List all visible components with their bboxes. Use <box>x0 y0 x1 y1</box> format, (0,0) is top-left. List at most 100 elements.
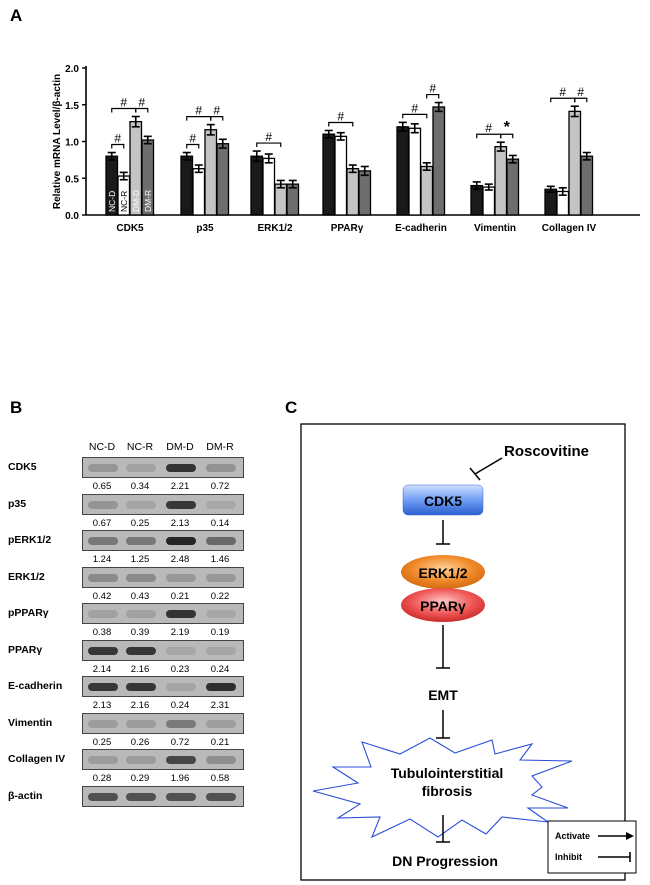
blot-quant-value: 0.26 <box>130 736 150 748</box>
bar-nc-r-4 <box>408 127 422 216</box>
cdk5-box <box>402 484 484 516</box>
blot-band-strip <box>82 712 244 734</box>
bar-nc-d-2 <box>250 155 264 216</box>
y-tick-label: 0.5 <box>65 174 79 185</box>
bar-nc-r-1 <box>192 168 206 216</box>
bar-nc-r-2 <box>262 157 276 216</box>
blot-quant-value: 0.24 <box>170 700 190 711</box>
blot-band <box>206 464 236 472</box>
category-label: CDK5 <box>116 223 144 234</box>
significance-mark: # <box>195 104 202 118</box>
significance-mark: # <box>485 121 492 135</box>
blot-band-strip <box>82 785 244 807</box>
blot-band <box>166 610 196 618</box>
category-label: E-cadherin <box>395 223 447 234</box>
y-tick-label: 1.5 <box>65 101 79 112</box>
category-label: ERK1/2 <box>257 223 292 234</box>
blot-quant-value: 0.39 <box>130 627 150 638</box>
bar-dm-d-4 <box>420 165 434 216</box>
bar-dm-r-1 <box>216 143 230 216</box>
legend-box <box>547 820 637 874</box>
blot-band <box>166 573 196 582</box>
blot-band-strip <box>82 603 244 624</box>
bar-dm-r-4 <box>432 106 446 216</box>
emt-inhibit-arrow <box>436 710 450 739</box>
blot-band <box>88 500 118 509</box>
blot-band <box>166 683 196 691</box>
blot-quant-value: 0.28 <box>92 773 112 784</box>
roscovitine-label: Roscovitine <box>504 443 589 460</box>
blot-band <box>88 683 118 691</box>
significance-mark: # <box>429 82 436 96</box>
lane-header-dm-r: DM-R <box>206 441 234 453</box>
bar-dm-d-3 <box>346 168 360 216</box>
blot-quant-value: 0.65 <box>92 481 112 492</box>
blot-quant-value: 0.58 <box>210 773 230 784</box>
blot-row-label: pERK1/2 <box>8 534 52 546</box>
bar-dm-r-2 <box>286 183 300 216</box>
blot-row-label: Vimentin <box>8 716 53 729</box>
blot-band <box>206 500 236 509</box>
significance-mark: # <box>189 132 196 146</box>
blot-quant-value: 0.25 <box>92 736 112 748</box>
blot-band <box>88 719 118 728</box>
erk-ellipse <box>401 555 485 589</box>
blot-band <box>206 537 236 545</box>
ppar-ellipse <box>401 588 485 622</box>
blot-quant-value: 0.14 <box>210 517 230 529</box>
blot-band <box>126 537 156 545</box>
legend-inhibit-label: Inhibit <box>555 852 582 862</box>
significance-mark: # <box>559 85 566 99</box>
bar-nc-r-5 <box>482 186 496 216</box>
blot-band <box>206 756 236 764</box>
y-tick-label: 0.0 <box>65 211 79 222</box>
blot-band <box>166 719 196 728</box>
blot-row-label: CDK5 <box>8 461 37 473</box>
blot-quant-value: 2.19 <box>170 627 190 638</box>
blot-quant-value: 0.42 <box>92 590 112 602</box>
blot-quant-value: 2.13 <box>92 700 112 711</box>
erk-label: ERK1/2 <box>418 565 467 581</box>
significance-mark: # <box>138 96 145 110</box>
significance-mark: # <box>265 130 272 144</box>
blot-band <box>206 646 236 655</box>
blot-quant-value: 0.38 <box>92 627 112 638</box>
legend-activate-arrowhead <box>626 832 634 840</box>
blot-quant-value: 0.29 <box>130 773 150 784</box>
bar-dm-d-6 <box>568 110 582 216</box>
blot-quant-value: 2.16 <box>130 663 150 675</box>
blot-quant-value: 0.34 <box>130 481 150 492</box>
cdk5-label: CDK5 <box>424 493 462 509</box>
blot-band <box>166 756 196 764</box>
blot-band-strip <box>82 676 244 697</box>
blot-band <box>126 683 156 691</box>
blot-row-label: E-cadherin <box>8 680 63 692</box>
lane-header-nc-d: NC-D <box>88 441 116 453</box>
legend-inhibit-arrow <box>598 852 631 862</box>
blot-band <box>88 646 118 655</box>
ppar-label: PPARγ <box>420 598 466 614</box>
blot-band-strip <box>82 493 244 515</box>
blot-band <box>166 792 196 801</box>
panel-a-label: A <box>10 6 23 25</box>
bar-dm-d-1 <box>204 129 218 216</box>
blot-band <box>126 500 156 509</box>
y-tick-label: 2.0 <box>65 64 79 75</box>
blot-quant-value: 2.31 <box>210 700 230 711</box>
y-tick-label: 1.0 <box>65 138 79 149</box>
blot-quant-value: 0.19 <box>210 627 230 638</box>
blot-band-strip <box>82 639 244 661</box>
pathway-diagram: Roscovitine CDK5 ERK1/2 PPARγ EMT Tubulo… <box>300 423 637 881</box>
blot-row-label: p35 <box>8 497 27 510</box>
blot-quant-value: 0.24 <box>210 663 230 675</box>
blot-band <box>126 719 156 728</box>
blot-quant-value: 0.22 <box>210 590 230 602</box>
blot-row-label: β-actin <box>8 789 43 802</box>
fibrosis-label-1: Tubulointerstitial <box>391 765 504 781</box>
blot-band <box>166 464 196 472</box>
blot-band <box>206 719 236 728</box>
blot-row-label: ERK1/2 <box>8 570 45 583</box>
bar-dm-r-6 <box>580 155 594 216</box>
blot-quant-value: 2.48 <box>170 554 190 565</box>
series-label-dm-r: DM-R <box>143 190 153 212</box>
